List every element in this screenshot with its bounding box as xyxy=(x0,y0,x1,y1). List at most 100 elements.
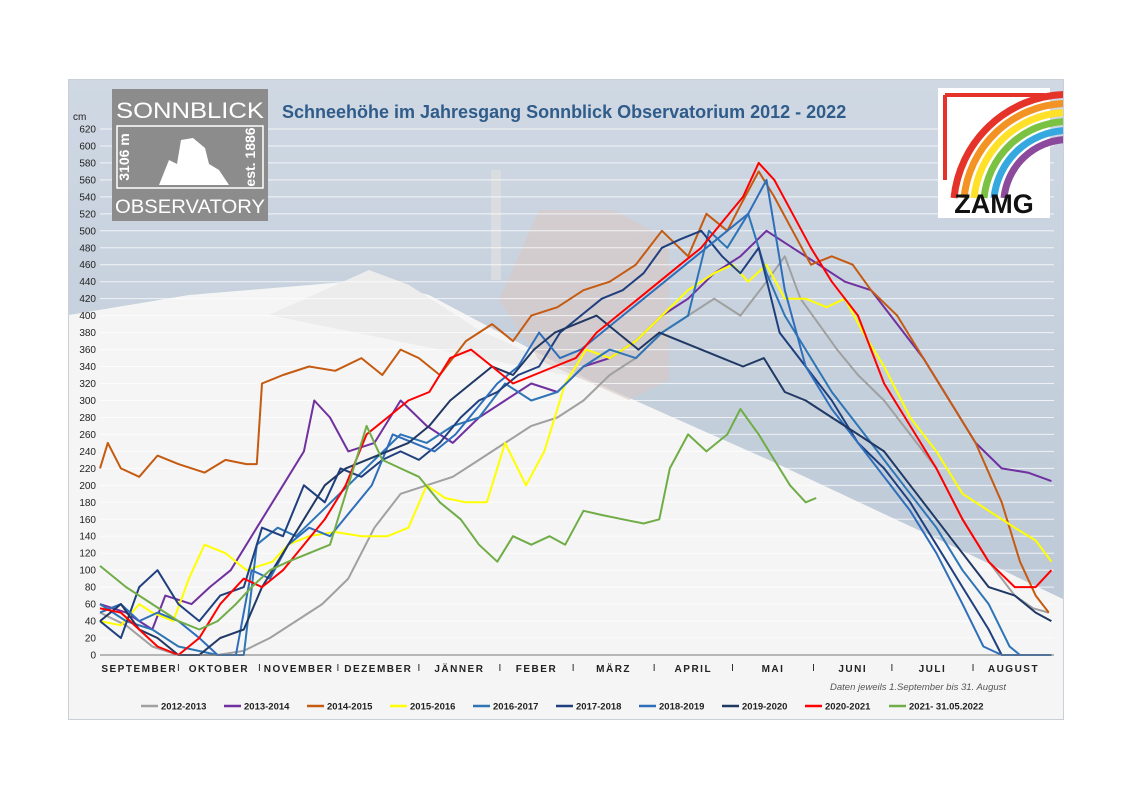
legend-label: 2015-2016 xyxy=(410,702,455,713)
observatory-tower-background xyxy=(491,170,501,280)
month-label: FEBER xyxy=(516,664,557,675)
y-tick-label: 140 xyxy=(79,532,96,543)
legend-label: 2012-2013 xyxy=(161,702,206,713)
y-tick-label: 300 xyxy=(79,396,96,407)
legend: 2012-2013 2013-2014 2014-2015 2015-2016 2016… xyxy=(141,702,983,713)
y-tick-label: 420 xyxy=(79,294,96,305)
month-separator: I xyxy=(891,663,894,674)
y-tick-label: 480 xyxy=(79,243,96,254)
y-tick-label: 100 xyxy=(79,566,96,577)
rainbow-arc xyxy=(950,91,1063,199)
series-line-2020-2021 xyxy=(99,161,1053,656)
chart-title: Schneehöhe im Jahresgang Sonnblick Obser… xyxy=(282,102,846,122)
rainbow-arc xyxy=(970,109,1063,199)
month-label: JUNI xyxy=(838,664,867,675)
sonnblick-logo-altitude: 3106 m xyxy=(116,133,132,180)
month-separator: I xyxy=(972,663,975,674)
y-tick-label: 500 xyxy=(79,226,96,237)
month-separator: I xyxy=(499,663,502,674)
y-tick-label: 560 xyxy=(79,175,96,186)
month-separator: I xyxy=(177,663,180,674)
month-separator: I xyxy=(417,663,420,674)
y-axis-ticks: 0 20 40 60 80 100 120 140 160 180 200 220 240 260 280 3… xyxy=(79,125,96,662)
sonnblick-logo-bottom: OBSERVATORY xyxy=(115,197,265,218)
month-label: AUGUST xyxy=(988,664,1039,675)
y-tick-label: 340 xyxy=(79,362,96,373)
month-separator: I xyxy=(572,663,575,674)
y-tick-label: 0 xyxy=(90,651,96,662)
legend-label: 2013-2014 xyxy=(244,702,290,713)
month-label: MAI xyxy=(762,664,785,675)
month-label: OKTOBER xyxy=(189,664,249,675)
y-tick-label: 360 xyxy=(79,345,96,356)
y-tick-label: 20 xyxy=(85,634,97,645)
y-tick-label: 260 xyxy=(79,430,96,441)
month-separator: I xyxy=(731,663,734,674)
legend-label: 2014-2015 xyxy=(327,702,373,713)
y-tick-label: 460 xyxy=(79,260,96,271)
series-line-2012-2013 xyxy=(99,255,1050,656)
legend-label: 2021- 31.05.2022 xyxy=(909,702,983,713)
series-line-2018-2019 xyxy=(99,178,1052,656)
x-axis: SEPTEMBER I OKTOBER I NOVEMBER I DEZEMBER I JÄNN… xyxy=(100,654,1054,675)
legend-label: 2016-2017 xyxy=(493,702,538,713)
rainbow-arc xyxy=(960,100,1063,199)
rainbow-arc xyxy=(1000,136,1063,199)
y-tick-label: 240 xyxy=(79,447,96,458)
data-note: Daten jeweils 1.September bis 31. August xyxy=(830,682,1006,693)
month-label: MÄRZ xyxy=(596,662,631,675)
month-label: DEZEMBER xyxy=(344,664,412,675)
month-label: JÄNNER xyxy=(434,662,484,675)
y-tick-label: 620 xyxy=(79,125,96,136)
series-line-2016-2017 xyxy=(99,212,1052,656)
sonnblick-logo: SONNBLICK OBSERVATORY 3106 m est. 1886 xyxy=(112,89,268,221)
series-lines xyxy=(99,161,1053,656)
y-tick-label: 40 xyxy=(85,617,97,628)
sonnblick-logo-top: SONNBLICK xyxy=(116,98,264,123)
y-axis-unit: cm xyxy=(73,112,86,123)
series-line-2014-2015 xyxy=(99,170,1050,614)
y-tick-label: 520 xyxy=(79,209,96,220)
y-tick-label: 80 xyxy=(85,583,97,594)
month-label: JULI xyxy=(919,664,947,675)
y-tick-label: 280 xyxy=(79,413,96,424)
y-tick-label: 220 xyxy=(79,464,96,475)
legend-label: 2017-2018 xyxy=(576,702,621,713)
snow-slope-background xyxy=(69,280,1063,719)
month-separator: I xyxy=(336,663,339,674)
y-tick-label: 540 xyxy=(79,192,96,203)
month-separator: I xyxy=(653,663,656,674)
rainbow-arc xyxy=(980,118,1063,199)
zamg-logo: ZAMG xyxy=(938,88,1063,219)
sonnblick-logo-building-icon xyxy=(159,138,229,185)
y-tick-label: 400 xyxy=(79,311,96,322)
legend-label: 2020-2021 xyxy=(825,702,871,713)
month-separator: I xyxy=(258,663,261,674)
month-separator: I xyxy=(812,663,815,674)
y-tick-label: 60 xyxy=(85,600,97,611)
month-label: APRIL xyxy=(675,664,713,675)
legend-label: 2018-2019 xyxy=(659,702,704,713)
y-tick-label: 580 xyxy=(79,158,96,169)
sonnblick-logo-established: est. 1886 xyxy=(242,127,258,186)
rainbow-arc xyxy=(990,127,1063,199)
y-tick-label: 180 xyxy=(79,498,96,509)
series-line-2021-31-05-2022 xyxy=(99,408,817,631)
y-tick-label: 600 xyxy=(79,141,96,152)
y-tick-label: 380 xyxy=(79,328,96,339)
legend-label: 2019-2020 xyxy=(742,702,787,713)
y-tick-label: 320 xyxy=(79,379,96,390)
observatory-building-background xyxy=(499,210,669,400)
mountain-background xyxy=(269,270,589,380)
series-line-2015-2016 xyxy=(99,263,1053,627)
y-tick-label: 160 xyxy=(79,515,96,526)
month-label: SEPTEMBER xyxy=(101,664,177,675)
y-tick-label: 120 xyxy=(79,549,96,560)
series-line-2019-2020 xyxy=(99,314,1052,656)
month-label: NOVEMBER xyxy=(264,664,334,675)
chart-frame: 0 20 40 60 80 100 120 140 160 180 200 220 240 260 280 3… xyxy=(68,79,1064,720)
zamg-logo-text: ZAMG xyxy=(954,189,1033,219)
y-tick-label: 440 xyxy=(79,277,96,288)
zamg-rainbow-icon xyxy=(950,91,1063,199)
snow-depth-chart: 0 20 40 60 80 100 120 140 160 180 200 220 240 260 280 3… xyxy=(69,80,1063,719)
